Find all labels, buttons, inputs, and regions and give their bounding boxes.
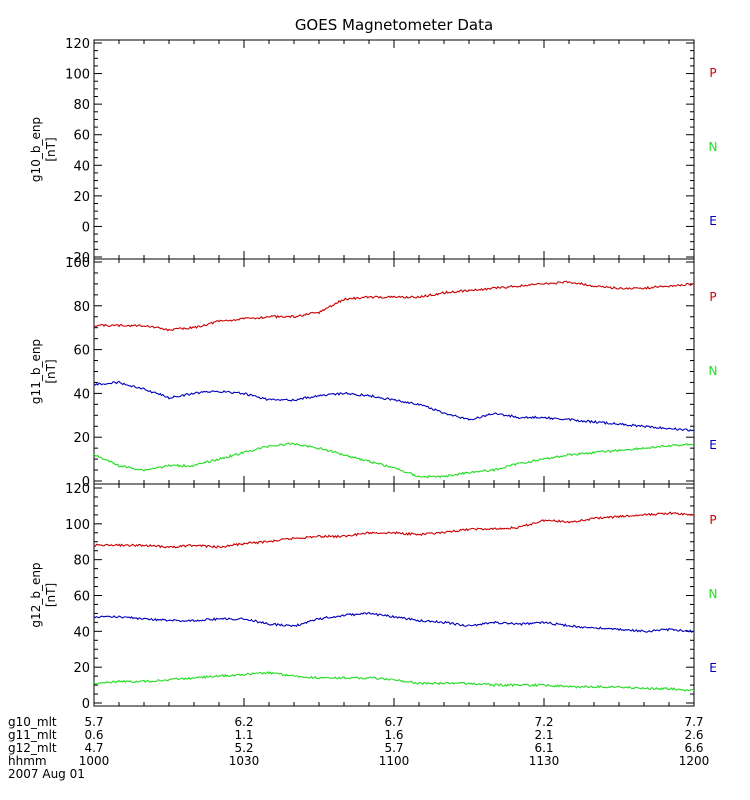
y-tick-label: 0 xyxy=(82,475,90,490)
footer-value: 6.7 xyxy=(384,715,403,729)
series-g12-e xyxy=(93,611,695,633)
y-tick-label: 80 xyxy=(73,554,90,569)
legend-e: E xyxy=(709,661,717,675)
panel-frame xyxy=(93,39,695,260)
footer-value: 1130 xyxy=(529,754,560,768)
legend-p: P xyxy=(709,66,716,80)
y-tick-label: 20 xyxy=(73,661,90,676)
legend-p: P xyxy=(709,513,716,527)
footer-value: 0.6 xyxy=(84,728,103,742)
footer-row-label: g11_mlt xyxy=(8,728,57,742)
footer-row-label: g10_mlt xyxy=(8,715,57,729)
legend-e: E xyxy=(709,214,717,228)
footer-value: 2.1 xyxy=(534,728,553,742)
footer-value: 6.6 xyxy=(684,741,703,755)
chart-title: GOES Magnetometer Data xyxy=(295,16,493,34)
series-g11-p xyxy=(93,280,694,332)
y-tick-label: 0 xyxy=(82,697,90,712)
footer-value: 1.1 xyxy=(234,728,253,742)
panel-g11: 100 80 60 40 20 0 g11_b_enp [nT] P N E xyxy=(29,256,717,490)
y-tick-label: 40 xyxy=(73,625,90,640)
y-axis-label: g11_b_enp xyxy=(29,339,43,404)
y-tick-label: 20 xyxy=(73,431,90,446)
y-axis-unit: [nT] xyxy=(44,137,58,161)
y-axis-label: g12_b_enp xyxy=(29,562,43,627)
y-tick-label: 60 xyxy=(73,590,90,605)
y-axis-unit: [nT] xyxy=(44,359,58,383)
footer-value: 7.2 xyxy=(534,715,553,729)
y-tick-label: 0 xyxy=(82,220,90,235)
y-tick-label: 100 xyxy=(65,518,90,533)
footer-value: 1.6 xyxy=(384,728,403,742)
panel-g10: 120 100 80 60 40 20 0 -20 g10_b_enp [nT] P N E xyxy=(29,37,717,266)
footer-value: 6.1 xyxy=(534,741,553,755)
legend-p: P xyxy=(709,290,716,304)
legend-e: E xyxy=(709,438,717,452)
footer-value: 7.7 xyxy=(684,715,703,729)
footer-value: 1030 xyxy=(229,754,260,768)
y-tick-label: 60 xyxy=(73,344,90,359)
y-tick-label: 120 xyxy=(65,37,90,52)
footer-value: 1100 xyxy=(379,754,410,768)
series-g11-n xyxy=(93,442,695,479)
y-axis-unit: [nT] xyxy=(44,583,58,607)
series-g12-n xyxy=(93,670,695,692)
footer-value: 4.7 xyxy=(84,741,103,755)
y-tick-label: 40 xyxy=(73,159,90,174)
y-tick-label: 100 xyxy=(65,256,90,271)
y-tick-label: 60 xyxy=(73,129,90,144)
panel-g12: 120 100 80 60 40 20 0 g12_b_enp [nT] P N E xyxy=(29,482,717,712)
footer-value: 1000 xyxy=(79,754,110,768)
y-tick-label: 80 xyxy=(73,98,90,113)
series-g11-e xyxy=(93,380,695,432)
panel-frame xyxy=(93,258,695,485)
y-axis-label: g10_b_enp xyxy=(29,117,43,182)
series-g12-p xyxy=(93,511,695,549)
y-tick-label: 40 xyxy=(73,387,90,402)
footer-date: 2007 Aug 01 xyxy=(8,767,85,781)
footer-value: 5.7 xyxy=(384,741,403,755)
footer-row-label: hhmm xyxy=(8,754,47,768)
footer-value: 2.6 xyxy=(684,728,703,742)
y-tick-label: 100 xyxy=(65,68,90,83)
footer-row-label: g12_mlt xyxy=(8,741,57,755)
y-tick-label: 20 xyxy=(73,190,90,205)
y-tick-label: 120 xyxy=(65,482,90,497)
footer-value: 6.2 xyxy=(234,715,253,729)
footer-value: 1200 xyxy=(679,754,710,768)
y-tick-label: -20 xyxy=(69,251,90,266)
legend-n: N xyxy=(709,587,718,601)
legend-n: N xyxy=(709,364,718,378)
footer-value: 5.2 xyxy=(234,741,253,755)
legend-n: N xyxy=(709,140,718,154)
y-tick-label: 80 xyxy=(73,300,90,315)
footer-value: 5.7 xyxy=(84,715,103,729)
